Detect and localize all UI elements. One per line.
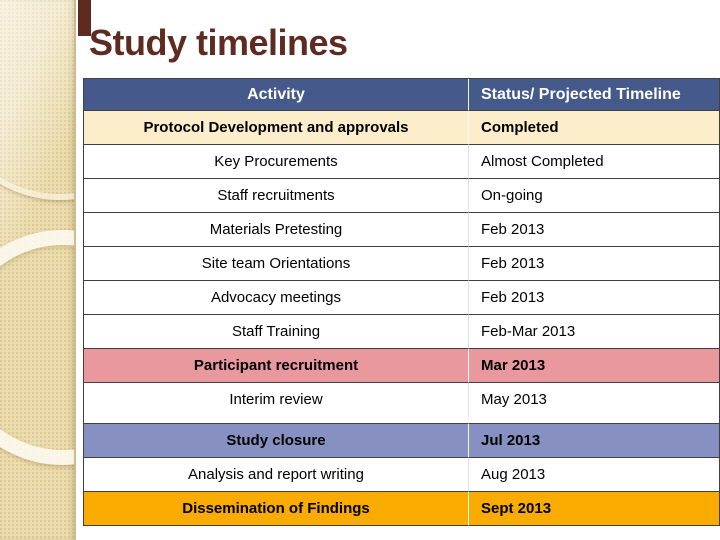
table-body: Protocol Development and approvals Comple… xyxy=(84,111,719,526)
activity-cell: Key Procurements xyxy=(84,145,468,179)
decorative-side-strip xyxy=(0,0,76,540)
activity-cell: Interim review xyxy=(84,383,468,417)
table-header: Activity Status/ Projected Timeline xyxy=(84,79,719,111)
table-header-row: Activity Status/ Projected Timeline xyxy=(84,79,719,111)
table-row: Interim review May 2013 xyxy=(84,383,719,417)
circle-ornament-1 xyxy=(0,0,74,200)
status-cell: May 2013 xyxy=(468,383,719,417)
table-row: Site team Orientations Feb 2013 xyxy=(84,247,719,281)
table-row: Protocol Development and approvals Comple… xyxy=(84,111,719,145)
table-row: Staff Training Feb-Mar 2013 xyxy=(84,315,719,349)
table-row: Participant recruitment Mar 2013 xyxy=(84,349,719,383)
table-row: Analysis and report writing Aug 2013 xyxy=(84,458,719,492)
status-cell: Almost Completed xyxy=(468,145,719,179)
status-cell: On-going xyxy=(468,179,719,213)
activity-cell: Advocacy meetings xyxy=(84,281,468,315)
status-cell: Sept 2013 xyxy=(468,492,719,526)
status-cell: Feb-Mar 2013 xyxy=(468,315,719,349)
accent-bar xyxy=(78,0,91,36)
column-header-activity: Activity xyxy=(84,79,468,111)
status-cell: Completed xyxy=(468,111,719,145)
activity-cell: Dissemination of Findings xyxy=(84,492,468,526)
activity-cell: Site team Orientations xyxy=(84,247,468,281)
activity-cell: Materials Pretesting xyxy=(84,213,468,247)
table-row: Materials Pretesting Feb 2013 xyxy=(84,213,719,247)
activity-cell xyxy=(84,417,468,424)
status-cell: Feb 2013 xyxy=(468,281,719,315)
status-cell: Feb 2013 xyxy=(468,247,719,281)
activity-cell: Staff Training xyxy=(84,315,468,349)
status-cell: Aug 2013 xyxy=(468,458,719,492)
table-row: Key Procurements Almost Completed xyxy=(84,145,719,179)
table-spacer-row xyxy=(84,417,719,424)
column-header-status: Status/ Projected Timeline xyxy=(468,79,719,111)
activity-cell: Participant recruitment xyxy=(84,349,468,383)
circle-ornament-2 xyxy=(0,230,74,465)
table-row: Advocacy meetings Feb 2013 xyxy=(84,281,719,315)
table-row: Study closure Jul 2013 xyxy=(84,424,719,458)
activity-cell: Analysis and report writing xyxy=(84,458,468,492)
study-timelines-table: Activity Status/ Projected Timeline Prot… xyxy=(83,78,720,526)
table-row: Staff recruitments On-going xyxy=(84,179,719,213)
status-cell: Mar 2013 xyxy=(468,349,719,383)
status-cell xyxy=(468,417,719,424)
activity-cell: Study closure xyxy=(84,424,468,458)
status-cell: Feb 2013 xyxy=(468,213,719,247)
table-row: Dissemination of Findings Sept 2013 xyxy=(84,492,719,526)
slide-title: Study timelines xyxy=(89,22,348,63)
activity-cell: Protocol Development and approvals xyxy=(84,111,468,145)
status-cell: Jul 2013 xyxy=(468,424,719,458)
activity-cell: Staff recruitments xyxy=(84,179,468,213)
